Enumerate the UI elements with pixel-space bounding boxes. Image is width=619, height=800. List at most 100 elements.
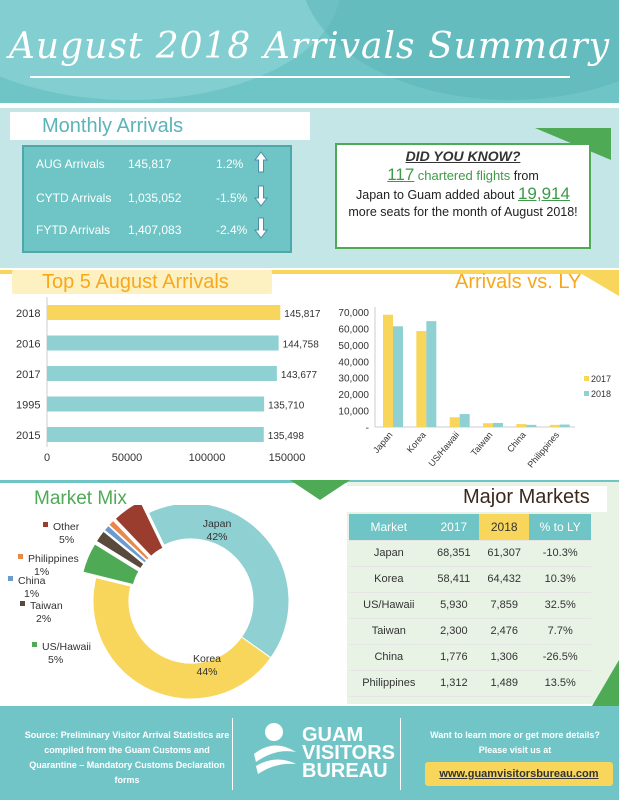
y-tick-label: 30,000 (338, 374, 369, 385)
data-label: 135,710 (268, 401, 305, 412)
label-marker (32, 642, 37, 647)
bar (483, 423, 493, 427)
donut-slice (95, 530, 145, 570)
row-label: CYTD Arrivals (36, 191, 112, 205)
table-row: Japan 68,351 61,307 -10.3% (349, 540, 591, 567)
row-label: FYTD Arrivals (36, 223, 111, 237)
legend-swatch (584, 376, 589, 381)
data-label: 144,758 (283, 340, 320, 351)
row-pct: -2.4% (216, 223, 248, 237)
did-you-know-title: DID YOU KNOW? (405, 148, 521, 164)
y-tick-label: 50,000 (338, 341, 369, 352)
title-underline (30, 76, 570, 78)
category-label: 1995 (16, 400, 40, 412)
table-row: Taiwan 2,300 2,476 7.7% (349, 618, 591, 645)
donut-slice (82, 543, 140, 586)
category-label: China (505, 430, 528, 454)
top5-bar-chart: 2018 145,817 2016 144,758 2017 143,677 1995 135… (16, 297, 321, 464)
arrow-down-icon (254, 217, 268, 239)
slice-label: Other (53, 521, 80, 533)
label-marker (43, 522, 48, 527)
footer-divider (400, 718, 401, 790)
category-label: 2016 (16, 339, 40, 351)
data-label: 143,677 (281, 370, 318, 381)
table-row: China 1,776 1,306 -26.5% (349, 644, 591, 671)
seats-text: more seats for the month of August 2018! (348, 205, 578, 219)
page-title: August 2018 Arrivals Summary (8, 26, 611, 67)
category-label: US/Hawaii (427, 430, 462, 469)
legend-label: 2018 (591, 389, 611, 399)
category-label: Japan (371, 430, 394, 455)
cell: 1,776 (428, 644, 480, 671)
did-you-know-text: 117 chartered flights from Japan to Guam… (337, 166, 589, 221)
cell: 58,411 (428, 566, 480, 593)
header-banner: August 2018 Arrivals Summary (0, 0, 619, 103)
y-tick-label: 40,000 (338, 357, 369, 368)
green-corner-bottom (592, 660, 619, 706)
cell: 1,312 (428, 670, 480, 697)
table-row: Philippines 1,312 1,489 13.5% (349, 670, 591, 697)
table-row: US/Hawaii 5,930 7,859 32.5% (349, 592, 591, 619)
data-label: 135,498 (268, 431, 305, 442)
slice-pct: 2% (36, 613, 51, 625)
bar (426, 321, 437, 427)
label-marker (20, 601, 25, 606)
col-market: Market (349, 514, 429, 541)
monthly-heading: Monthly Arrivals (10, 112, 310, 140)
table-row: Korea 58,411 64,432 10.3% (349, 566, 591, 593)
cell: 64,432 (479, 566, 530, 593)
category-label: 2018 (16, 308, 40, 320)
slice-pct: 44% (196, 666, 217, 678)
row-value: 1,035,052 (128, 191, 182, 205)
row-value: 1,407,083 (128, 223, 182, 237)
monthly-heading-text: Monthly Arrivals (42, 115, 184, 137)
bar (47, 305, 281, 320)
monthly-arrivals-box: AUG Arrivals 145,817 1.2% CYTD Arrivals … (22, 145, 292, 253)
x-tick-label: 50000 (112, 452, 143, 464)
cell: 68,351 (428, 540, 480, 567)
row-pct: -1.5% (216, 191, 248, 205)
major-markets-heading: Major Markets (463, 486, 590, 508)
slice-label: Philippines (28, 553, 79, 565)
flights-count: 117 (387, 165, 415, 184)
col-2018: 2018 (479, 514, 530, 541)
slice-label: US/Hawaii (42, 641, 91, 653)
cell: Philippines (349, 670, 429, 697)
slice-label: Taiwan (30, 600, 63, 612)
cell: 61,307 (479, 540, 530, 567)
donut-slice (147, 505, 290, 659)
vs-ly-heading: Arrivals vs. LY (455, 271, 582, 293)
x-tick-label: 0 (44, 452, 50, 464)
category-label: Korea (405, 430, 428, 455)
from-text: from (513, 169, 539, 183)
gvb-logo-text: GUAM VISITORS BUREAU (302, 725, 395, 782)
x-tick-label: 100000 (189, 452, 226, 464)
logo-line: BUREAU (302, 760, 388, 782)
table-header-row: Market 2017 2018 % to LY (349, 514, 591, 541)
major-markets-table: Market 2017 2018 % to LY Japan 68,351 61,3… (349, 514, 591, 697)
col-2017: 2017 (428, 514, 480, 541)
cell: 1,306 (479, 644, 530, 671)
divider-notch (290, 480, 350, 500)
yellow-divider (0, 270, 619, 274)
label-marker (18, 554, 23, 559)
row-pct: 1.2% (216, 157, 244, 171)
cell: 7.7% (529, 618, 591, 645)
bar (526, 424, 537, 427)
added-text: Japan to Guam added about (356, 188, 515, 202)
label-marker (8, 576, 13, 581)
bar (459, 414, 470, 427)
cell: Korea (349, 566, 429, 593)
donut-slice (103, 524, 148, 564)
flights-label: chartered flights (417, 168, 511, 183)
category-label: 2015 (16, 430, 40, 442)
bar (559, 424, 570, 427)
y-tick-label: 20,000 (338, 390, 369, 401)
market-mix-heading: Market Mix (34, 488, 127, 509)
donut-slice (108, 519, 150, 561)
category-label: Taiwan (469, 430, 495, 458)
slice-label: Japan (203, 518, 232, 530)
cell: 1,489 (479, 670, 530, 697)
website-link[interactable]: www.guamvisitorsbureau.com (425, 762, 613, 786)
bar (393, 326, 403, 427)
